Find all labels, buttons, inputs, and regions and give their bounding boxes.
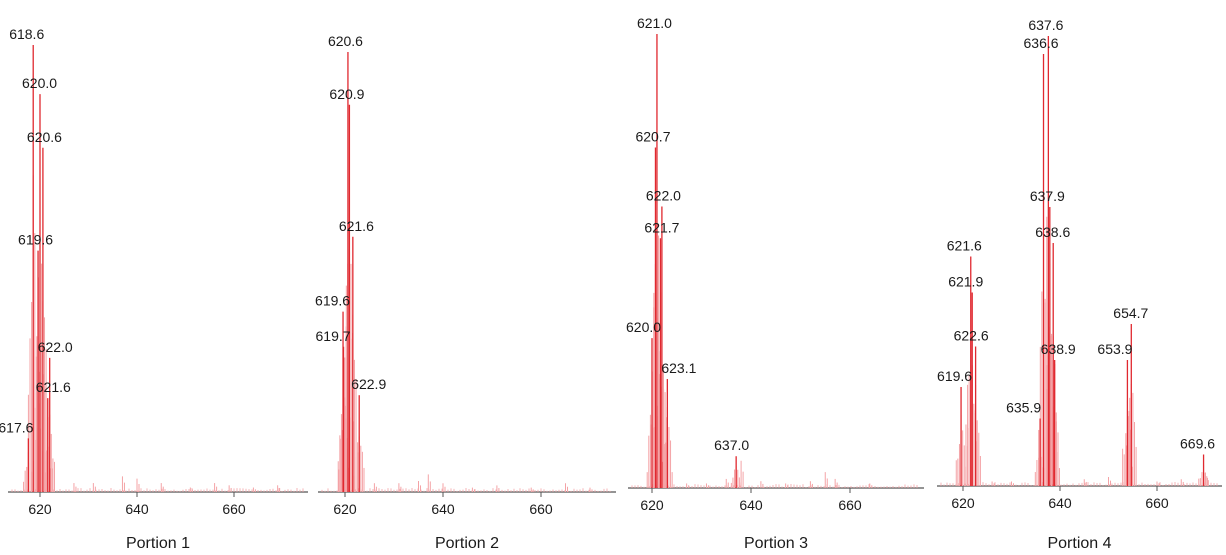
x-tick-label: 640 <box>1048 495 1072 511</box>
peak-label: 637.6 <box>1028 17 1063 33</box>
peak-label: 620.9 <box>329 86 364 102</box>
peak-label: 622.0 <box>646 188 681 204</box>
peak-label: 621.0 <box>637 15 672 31</box>
spectrum-panel-4: 620 640 660 637.6 636.6 637.9 638.6 621.6 621.9 6… <box>937 17 1222 552</box>
peak-label: 621.9 <box>948 274 983 290</box>
peak-label: 620.0 <box>22 75 57 91</box>
peak-label: 619.6 <box>937 368 972 384</box>
peak-label: 621.6 <box>36 379 71 395</box>
x-tick-label: 660 <box>1145 495 1169 511</box>
peak-label: 622.9 <box>351 376 386 392</box>
peak-label: 654.7 <box>1113 305 1148 321</box>
spectrum-panel-3: 620 640 660 621.0 620.7 622.0 621.7 620.0 623.1 6… <box>626 15 924 552</box>
x-tick-label: 620 <box>951 495 975 511</box>
portion-label: Portion 3 <box>744 535 808 552</box>
spectrum-panel-2: 620 640 660 620.6 620.9 621.6 619.6 619.7 622.9 P… <box>315 33 616 552</box>
x-tick-label: 640 <box>125 501 149 517</box>
x-tick-label: 620 <box>640 497 664 513</box>
peak-label: 620.7 <box>635 129 670 145</box>
portion-label: Portion 1 <box>126 535 190 552</box>
peak-label: 620.6 <box>328 33 363 49</box>
peak-label: 619.6 <box>315 293 350 309</box>
peak-label: 637.0 <box>714 437 749 453</box>
peak-label: 619.6 <box>18 232 53 248</box>
portion-label: Portion 2 <box>435 535 499 552</box>
peak-label: 621.6 <box>339 218 374 234</box>
portion-label: Portion 4 <box>1047 535 1111 552</box>
peak-label: 638.6 <box>1035 224 1070 240</box>
peak-label: 623.1 <box>661 360 696 376</box>
x-tick-label: 660 <box>529 501 553 517</box>
x-tick-label: 620 <box>28 501 52 517</box>
peak-label: 638.9 <box>1041 341 1076 357</box>
peak-label: 620.0 <box>626 319 661 335</box>
peak-label: 635.9 <box>1006 400 1041 416</box>
x-tick-label: 620 <box>333 501 357 517</box>
peak-label: 622.0 <box>38 339 73 355</box>
spectrum-panel-1: 620 640 660 618.6 620.0 620.6 619.6 622.0 621.6 6… <box>0 26 308 552</box>
peak-label: 618.6 <box>9 26 44 42</box>
peak-label: 617.6 <box>0 419 34 435</box>
peak-label: 619.7 <box>316 328 351 344</box>
x-tick-label: 640 <box>431 501 455 517</box>
peak-label: 620.6 <box>27 129 62 145</box>
peak-label: 637.9 <box>1030 188 1065 204</box>
peak-label: 622.6 <box>954 328 989 344</box>
peak-label: 653.9 <box>1097 341 1132 357</box>
x-tick-label: 640 <box>739 497 763 513</box>
x-tick-label: 660 <box>222 501 246 517</box>
peak-label: 669.6 <box>1180 436 1215 452</box>
peak-label: 621.6 <box>947 238 982 254</box>
peak-label: 621.7 <box>644 219 679 235</box>
peak-label: 636.6 <box>1024 35 1059 51</box>
x-tick-label: 660 <box>838 497 862 513</box>
